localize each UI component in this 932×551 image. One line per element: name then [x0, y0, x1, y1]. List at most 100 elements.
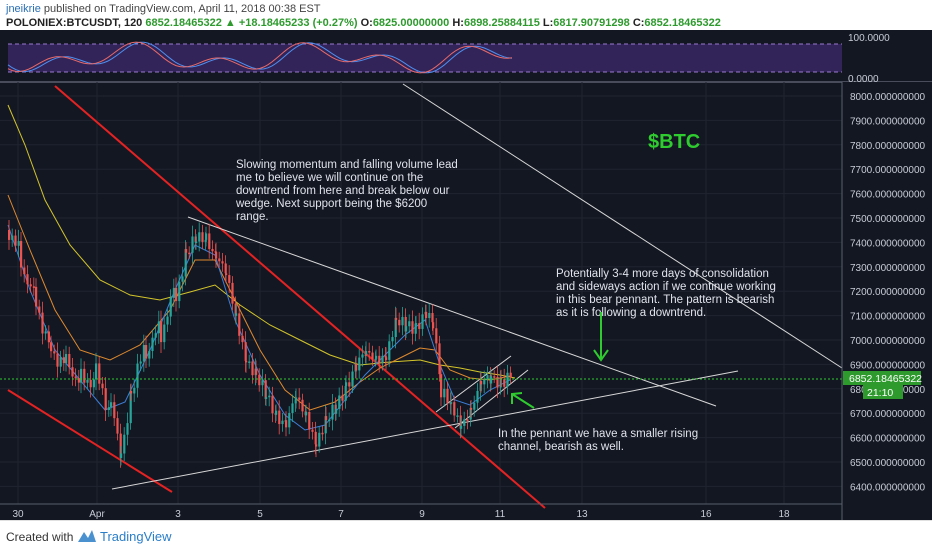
candle-body	[145, 345, 148, 359]
candle-body	[385, 357, 388, 360]
price-tick: 6900.000000000	[850, 360, 926, 371]
candle-body	[473, 402, 476, 410]
candle-body	[318, 432, 321, 447]
note-pennant-line: Potentially 3-4 more days of consolidati…	[556, 268, 769, 280]
candle-body	[453, 402, 456, 416]
candle-body	[17, 241, 20, 246]
candle-body	[251, 361, 254, 376]
candle-body	[268, 395, 271, 398]
candle-body	[101, 383, 104, 389]
candle-body	[119, 433, 122, 458]
candle-body	[107, 407, 110, 410]
time-axis[interactable]: 30 Apr 3 5 7 9 11 13 16 18	[12, 509, 790, 520]
candle-body	[62, 357, 65, 364]
note-channel-line: In the pennant we have a smaller rising	[498, 428, 698, 440]
candle-body	[116, 418, 119, 434]
time-tick: 13	[576, 509, 588, 520]
ohlc-line: POLONIEX:BTCUSDT, 120 6852.18465322 ▲ +1…	[6, 17, 721, 29]
candle-body	[148, 351, 151, 359]
price-tick: 8000.000000000	[850, 92, 926, 103]
candle-body	[53, 351, 56, 354]
candle-body	[68, 354, 71, 368]
chart-canvas[interactable]: $BTC Slowing momentum and falling volume…	[0, 30, 932, 520]
candle-body	[80, 368, 83, 383]
candle-body	[466, 419, 469, 421]
close-label: C:	[632, 17, 645, 29]
candle-body	[435, 328, 438, 344]
candle-body	[163, 324, 166, 343]
candle-body	[490, 376, 493, 384]
indicator-tick: 0.0000	[848, 74, 879, 85]
candle-body	[295, 397, 298, 400]
candle-body	[278, 410, 281, 425]
candle-body	[208, 233, 211, 249]
note-momentum-line: me to believe we will continue on the	[236, 172, 423, 184]
candle-body	[408, 321, 411, 327]
candle-body	[285, 420, 288, 428]
close-value: 6852.18465322	[644, 17, 721, 29]
candle-body	[425, 311, 428, 319]
candle-body	[450, 402, 453, 404]
red-downtrend-lower	[7, 389, 173, 493]
current-price-label-bg	[843, 371, 921, 385]
candle-body	[509, 372, 512, 378]
moving-average-short	[7, 224, 511, 431]
candle-body	[86, 379, 89, 383]
candle-body	[47, 331, 50, 343]
candle-body	[415, 323, 418, 325]
candle-body	[411, 321, 414, 334]
footer: Created with TradingView	[0, 520, 932, 551]
candle-body	[264, 380, 267, 399]
current-price-label: 6852.18465322	[849, 373, 922, 385]
price-tick: 6700.000000000	[850, 409, 926, 420]
stoch-rsi-lines	[7, 41, 513, 74]
chart-header: jneikrie published on TradingView.com, A…	[0, 0, 932, 30]
candle-body	[14, 235, 17, 246]
time-tick: 30	[12, 509, 24, 520]
candle-body	[95, 363, 98, 380]
candle-body	[195, 241, 198, 244]
candle-body	[440, 374, 443, 398]
candle-body	[71, 367, 74, 377]
author-link[interactable]: jneikrie	[6, 3, 41, 15]
candle-body	[110, 402, 113, 408]
tradingview-logo-icon[interactable]	[76, 528, 98, 544]
candle-body	[50, 342, 53, 352]
candle-body	[104, 388, 107, 410]
candle-body	[215, 252, 218, 259]
candle-body	[44, 331, 47, 334]
high-label: H:	[452, 17, 464, 29]
candle-body	[308, 412, 311, 430]
countdown-label-bg	[863, 385, 903, 399]
candle-body	[405, 326, 408, 332]
chart-area[interactable]: $BTC Slowing momentum and falling volume…	[0, 30, 932, 520]
candle-body	[328, 419, 331, 422]
price-tick: 6400.000000000	[850, 482, 926, 493]
price-tick: 7700.000000000	[850, 165, 926, 176]
tradingview-brand-link[interactable]: TradingView	[100, 529, 172, 544]
price-change: +18.18465233 (+0.27%)	[238, 17, 358, 29]
candle-body	[160, 321, 163, 343]
candle-body	[255, 368, 258, 375]
candle-body	[59, 357, 62, 367]
price-tick: 7400.000000000	[850, 238, 926, 249]
note-momentum-line: Slowing momentum and falling volume lead	[236, 159, 458, 171]
candle-body	[298, 397, 301, 400]
candle-body	[470, 407, 473, 410]
price-tick: 7100.000000000	[850, 312, 926, 323]
candle-body	[321, 432, 324, 435]
candle-body	[493, 376, 496, 378]
candle-body	[500, 377, 503, 380]
candle-body	[331, 404, 334, 420]
open-value: 6825.00000000	[372, 17, 450, 29]
price-tick: 7200.000000000	[850, 287, 926, 298]
note-pennant-line: in this bear pennant. The pattern is bea…	[556, 294, 774, 306]
candle-body	[178, 281, 181, 302]
candle-body	[483, 379, 486, 385]
price-tick: 7600.000000000	[850, 190, 926, 201]
candle-body	[463, 419, 466, 426]
price-tick: 6600.000000000	[850, 434, 926, 445]
candlesticks	[8, 220, 512, 468]
candle-body	[245, 360, 248, 363]
candle-body	[166, 316, 169, 325]
